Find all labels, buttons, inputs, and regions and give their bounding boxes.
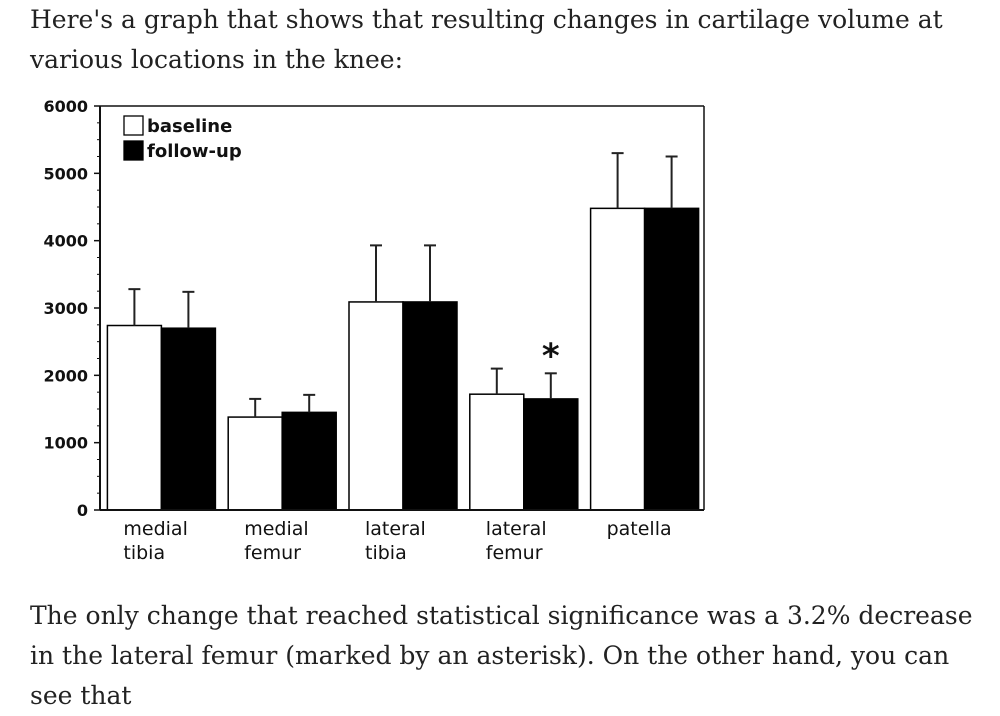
category-label-3-1: femur <box>486 542 543 564</box>
category-label-1-0: medial <box>244 518 308 540</box>
significance-marker-0: * <box>542 336 560 376</box>
bar-follow-up-2 <box>402 301 458 511</box>
y-tick-label-6: 6000 <box>43 97 88 116</box>
legend-label-baseline: baseline <box>147 116 232 137</box>
bar-baseline-0 <box>106 324 163 511</box>
category-label-2-0: lateral <box>365 518 426 540</box>
category-label-1-1: femur <box>244 542 301 564</box>
legend-label-follow-up: follow-up <box>147 141 242 162</box>
legend-swatch-baseline <box>123 115 144 136</box>
bar-baseline-2 <box>348 301 404 511</box>
bar-follow-up-0 <box>160 327 217 511</box>
category-label-0-0: medial <box>123 518 187 540</box>
bar-baseline-3 <box>469 393 525 511</box>
y-tick-label-1: 1000 <box>43 434 88 453</box>
category-label-0-1: tibia <box>123 542 165 564</box>
bar-follow-up-1 <box>281 411 337 511</box>
bar-follow-up-3 <box>523 398 579 511</box>
y-tick-label-0: 0 <box>77 501 88 520</box>
y-tick-label-3: 3000 <box>43 299 88 318</box>
intro-paragraph: Here's a graph that shows that resulting… <box>30 5 943 74</box>
category-label-4-0: patella <box>607 518 672 540</box>
y-tick-label-4: 4000 <box>43 232 88 251</box>
outro-paragraph: The only change that reached statistical… <box>30 601 973 710</box>
category-label-3-0: lateral <box>486 518 547 540</box>
legend-swatch-follow-up <box>123 140 144 161</box>
y-tick-label-2: 2000 <box>43 366 88 385</box>
bar-follow-up-4 <box>643 207 700 511</box>
y-tick-label-5: 5000 <box>43 164 88 183</box>
bar-baseline-4 <box>589 207 646 511</box>
category-label-2-1: tibia <box>365 542 407 564</box>
cartilage-volume-chart: 0100020003000400050006000medialtibiamedi… <box>28 88 718 578</box>
bar-baseline-1 <box>227 416 283 511</box>
